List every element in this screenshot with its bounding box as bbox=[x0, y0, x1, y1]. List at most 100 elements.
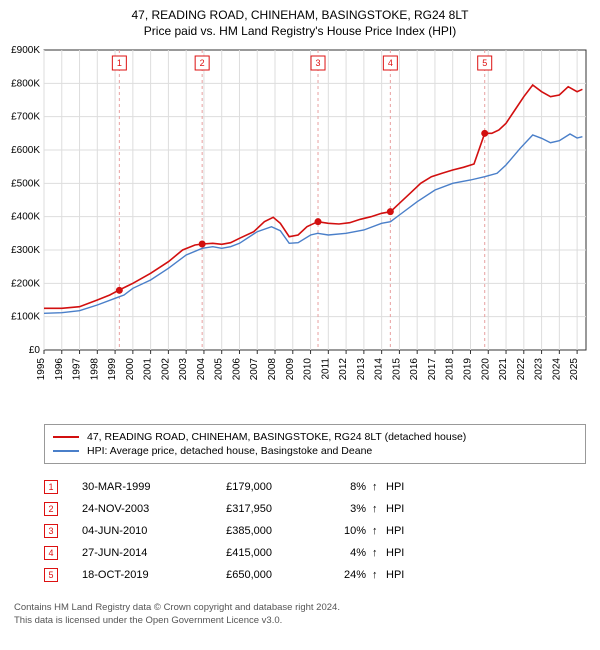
sale-diff: 4% bbox=[312, 547, 372, 559]
sales-row: 1 30-MAR-1999£179,0008%↑HPI bbox=[44, 476, 586, 498]
sale-price: £179,000 bbox=[212, 481, 312, 493]
y-tick-label: £800K bbox=[11, 78, 40, 89]
x-tick-label: 2022 bbox=[516, 358, 527, 381]
x-tick-label: 2015 bbox=[391, 358, 402, 381]
sale-date: 27-JUN-2014 bbox=[82, 547, 212, 559]
sale-date: 30-MAR-1999 bbox=[82, 481, 212, 493]
legend-swatch bbox=[53, 436, 79, 438]
arrow-up-icon: ↑ bbox=[372, 569, 386, 581]
y-tick-label: £600K bbox=[11, 145, 40, 156]
x-tick-label: 2009 bbox=[285, 358, 296, 381]
footer: Contains HM Land Registry data © Crown c… bbox=[14, 602, 586, 628]
sale-number: 4 bbox=[44, 546, 58, 560]
sale-price: £385,000 bbox=[212, 525, 312, 537]
marker-number: 5 bbox=[482, 58, 487, 68]
x-tick-label: 2004 bbox=[196, 358, 207, 381]
sale-number: 2 bbox=[44, 502, 58, 516]
marker-number: 3 bbox=[316, 58, 321, 68]
x-tick-label: 2014 bbox=[374, 358, 385, 381]
x-tick-label: 2025 bbox=[569, 358, 580, 381]
arrow-up-icon: ↑ bbox=[372, 525, 386, 537]
legend-label: 47, READING ROAD, CHINEHAM, BASINGSTOKE,… bbox=[87, 431, 466, 443]
sale-price: £317,950 bbox=[212, 503, 312, 515]
marker-number: 4 bbox=[388, 58, 393, 68]
sales-table: 130-MAR-1999£179,0008%↑HPI224-NOV-2003£3… bbox=[44, 476, 586, 586]
chart-title: 47, READING ROAD, CHINEHAM, BASINGSTOKE,… bbox=[6, 8, 594, 22]
title-block: 47, READING ROAD, CHINEHAM, BASINGSTOKE,… bbox=[6, 8, 594, 38]
chart: £0 £100K £200K £300K £400K £500K £600K £700K £80… bbox=[6, 44, 594, 414]
marker-number: 2 bbox=[200, 58, 205, 68]
marker-dot bbox=[387, 208, 394, 215]
sale-date: 24-NOV-2003 bbox=[82, 503, 212, 515]
sale-number: 3 bbox=[44, 524, 58, 538]
y-tick-label: £300K bbox=[11, 245, 40, 256]
x-tick-label: 2023 bbox=[534, 358, 545, 381]
sales-row: 5 18-OCT-2019£650,00024%↑HPI bbox=[44, 564, 586, 586]
sale-number: 5 bbox=[44, 568, 58, 582]
marker-dot bbox=[116, 287, 123, 294]
x-tick-label: 2003 bbox=[178, 358, 189, 381]
marker-dot bbox=[199, 241, 206, 248]
marker-number: 1 bbox=[117, 58, 122, 68]
marker-dot bbox=[315, 218, 322, 225]
sale-price: £415,000 bbox=[212, 547, 312, 559]
sale-hpi-label: HPI bbox=[386, 569, 426, 581]
y-tick-label: £400K bbox=[11, 212, 40, 223]
x-tick-label: 2013 bbox=[356, 358, 367, 381]
y-tick-label: £100K bbox=[11, 312, 40, 323]
legend-row: HPI: Average price, detached house, Basi… bbox=[53, 444, 577, 458]
footer-line-2: This data is licensed under the Open Gov… bbox=[14, 615, 586, 628]
sale-price: £650,000 bbox=[212, 569, 312, 581]
y-tick-label: £700K bbox=[11, 112, 40, 123]
sale-number: 1 bbox=[44, 480, 58, 494]
y-tick-label: £200K bbox=[11, 278, 40, 289]
chart-container: 47, READING ROAD, CHINEHAM, BASINGSTOKE,… bbox=[0, 0, 600, 634]
x-tick-label: 2007 bbox=[249, 358, 260, 381]
sales-row: 3 04-JUN-2010£385,00010%↑HPI bbox=[44, 520, 586, 542]
x-tick-label: 2020 bbox=[480, 358, 491, 381]
arrow-up-icon: ↑ bbox=[372, 547, 386, 559]
footer-line-1: Contains HM Land Registry data © Crown c… bbox=[14, 602, 586, 615]
x-tick-label: 1996 bbox=[54, 358, 65, 381]
sale-hpi-label: HPI bbox=[386, 547, 426, 559]
x-tick-label: 2024 bbox=[551, 358, 562, 381]
x-tick-label: 2005 bbox=[214, 358, 225, 381]
sale-hpi-label: HPI bbox=[386, 503, 426, 515]
sale-diff: 24% bbox=[312, 569, 372, 581]
x-tick-label: 2000 bbox=[125, 358, 136, 381]
x-tick-label: 2016 bbox=[409, 358, 420, 381]
sale-hpi-label: HPI bbox=[386, 525, 426, 537]
legend-label: HPI: Average price, detached house, Basi… bbox=[87, 445, 372, 457]
sales-row: 4 27-JUN-2014£415,0004%↑HPI bbox=[44, 542, 586, 564]
x-tick-label: 2011 bbox=[320, 358, 331, 380]
y-tick-label: £0 bbox=[29, 345, 41, 356]
x-tick-label: 2001 bbox=[143, 358, 154, 381]
marker-dot bbox=[481, 130, 488, 137]
legend-swatch bbox=[53, 450, 79, 452]
y-tick-label: £500K bbox=[11, 178, 40, 189]
x-tick-label: 1999 bbox=[107, 358, 118, 381]
sale-hpi-label: HPI bbox=[386, 481, 426, 493]
legend-row: 47, READING ROAD, CHINEHAM, BASINGSTOKE,… bbox=[53, 430, 577, 444]
x-tick-label: 2021 bbox=[498, 358, 509, 381]
x-tick-label: 1995 bbox=[36, 358, 47, 381]
x-tick-label: 2017 bbox=[427, 358, 438, 381]
sales-row: 2 24-NOV-2003£317,9503%↑HPI bbox=[44, 498, 586, 520]
sale-diff: 10% bbox=[312, 525, 372, 537]
x-tick-label: 2018 bbox=[445, 358, 456, 381]
x-tick-label: 1998 bbox=[89, 358, 100, 381]
x-tick-label: 2012 bbox=[338, 358, 349, 381]
chart-subtitle: Price paid vs. HM Land Registry's House … bbox=[6, 24, 594, 38]
sale-diff: 8% bbox=[312, 481, 372, 493]
x-tick-label: 2010 bbox=[303, 358, 314, 381]
sale-date: 18-OCT-2019 bbox=[82, 569, 212, 581]
sale-date: 04-JUN-2010 bbox=[82, 525, 212, 537]
chart-svg: £0 £100K £200K £300K £400K £500K £600K £700K £80… bbox=[6, 44, 594, 414]
sale-diff: 3% bbox=[312, 503, 372, 515]
y-tick-label: £900K bbox=[11, 45, 40, 56]
arrow-up-icon: ↑ bbox=[372, 481, 386, 493]
x-tick-label: 2002 bbox=[160, 358, 171, 381]
x-tick-label: 2006 bbox=[231, 358, 242, 381]
arrow-up-icon: ↑ bbox=[372, 503, 386, 515]
x-tick-label: 1997 bbox=[72, 358, 83, 381]
